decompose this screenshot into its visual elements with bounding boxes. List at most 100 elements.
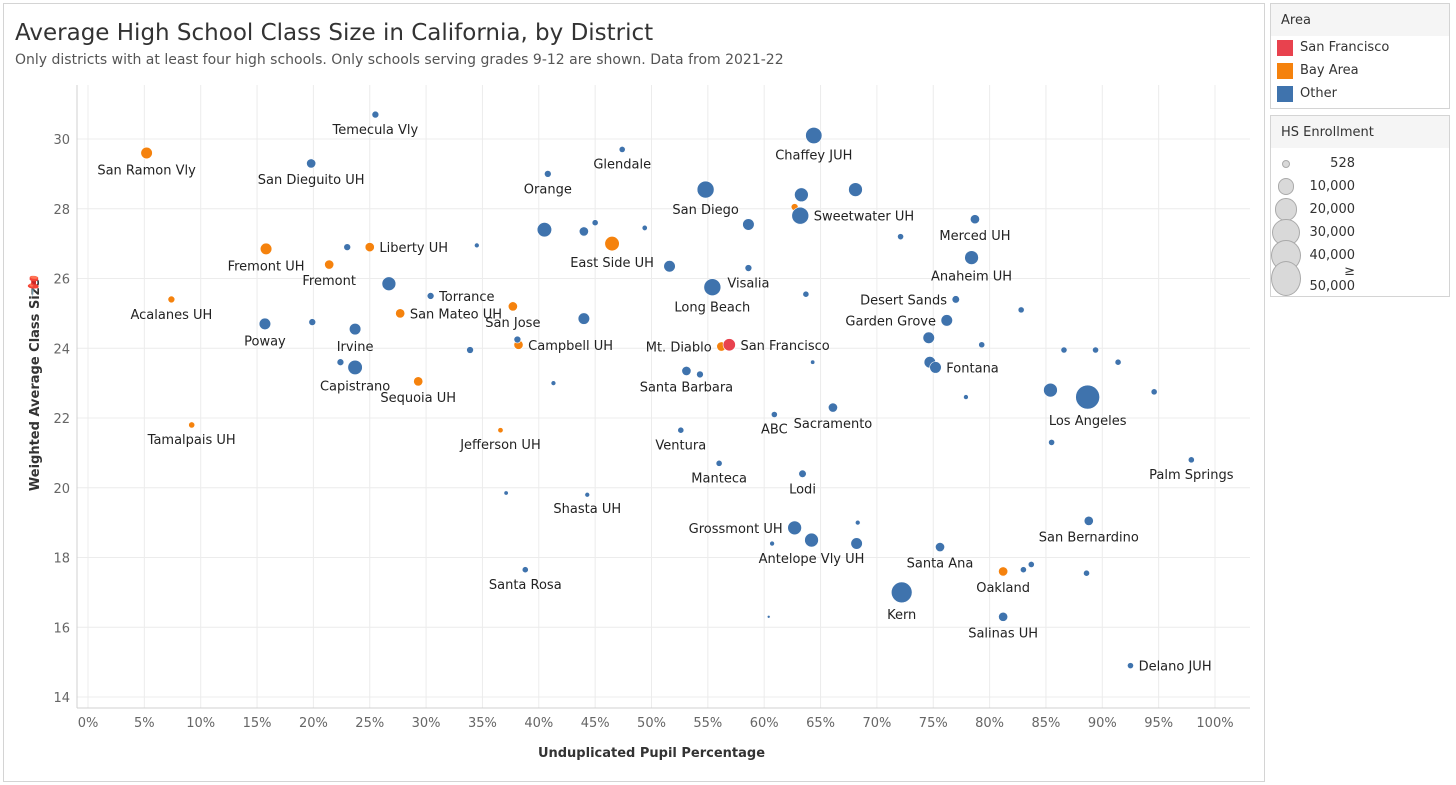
data-point[interactable] xyxy=(618,146,626,153)
x-tick-label: 85% xyxy=(1031,716,1060,731)
data-point[interactable] xyxy=(848,182,863,197)
data-point[interactable] xyxy=(550,380,557,386)
point-label: San Mateo UH xyxy=(410,307,502,322)
data-point[interactable] xyxy=(544,170,552,178)
data-point[interactable] xyxy=(791,206,810,225)
data-point[interactable] xyxy=(1092,346,1099,354)
data-point[interactable] xyxy=(715,459,723,467)
data-point[interactable] xyxy=(922,331,935,344)
data-point[interactable] xyxy=(805,127,823,145)
data-point[interactable] xyxy=(696,370,704,379)
data-point[interactable] xyxy=(503,490,509,496)
data-point[interactable] xyxy=(336,358,345,366)
data-point[interactable] xyxy=(1017,306,1025,314)
data-point[interactable] xyxy=(258,317,272,330)
data-point[interactable] xyxy=(1083,569,1090,577)
data-point[interactable] xyxy=(744,264,753,272)
data-point[interactable] xyxy=(998,611,1009,622)
data-point[interactable] xyxy=(681,365,692,376)
data-point[interactable] xyxy=(521,566,529,574)
data-point[interactable] xyxy=(891,581,913,604)
data-point[interactable] xyxy=(1043,382,1058,398)
data-point[interactable] xyxy=(854,519,861,526)
area-legend-item[interactable]: San Francisco xyxy=(1271,36,1449,59)
data-point[interactable] xyxy=(306,158,317,169)
data-point[interactable] xyxy=(426,292,435,300)
x-tick-label: 35% xyxy=(468,716,497,731)
data-point[interactable] xyxy=(466,346,474,354)
area-legend-item[interactable]: Other xyxy=(1271,82,1449,105)
data-point[interactable] xyxy=(802,290,810,298)
data-point[interactable] xyxy=(935,542,945,552)
data-point[interactable] xyxy=(929,361,942,374)
data-point[interactable] xyxy=(1187,456,1195,464)
data-point[interactable] xyxy=(641,224,648,231)
data-point[interactable] xyxy=(324,259,335,270)
point-label: San Dieguito UH xyxy=(258,173,365,188)
data-point[interactable] xyxy=(591,219,599,227)
data-point[interactable] xyxy=(371,110,380,119)
data-point[interactable] xyxy=(963,394,969,400)
data-point[interactable] xyxy=(381,276,397,291)
data-point[interactable] xyxy=(497,427,504,434)
data-point[interactable] xyxy=(188,421,196,429)
data-point[interactable] xyxy=(347,359,363,375)
point-label: Acalanes UH xyxy=(130,308,212,323)
area-legend-item[interactable]: Bay Area xyxy=(1271,59,1449,82)
data-point[interactable] xyxy=(584,491,591,498)
point-label: Fremont UH xyxy=(228,260,305,275)
data-point[interactable] xyxy=(364,242,375,253)
data-point[interactable] xyxy=(804,532,819,548)
data-point[interactable] xyxy=(1060,346,1068,354)
data-point[interactable] xyxy=(536,222,553,238)
data-point[interactable] xyxy=(964,250,979,265)
data-point[interactable] xyxy=(798,469,807,478)
data-point[interactable] xyxy=(395,308,406,319)
data-point[interactable] xyxy=(1048,439,1055,446)
data-point[interactable] xyxy=(810,359,816,365)
data-point[interactable] xyxy=(577,312,590,325)
data-point[interactable] xyxy=(413,376,424,387)
data-point[interactable] xyxy=(1083,515,1094,526)
y-tick-label: 16 xyxy=(53,621,70,636)
data-point[interactable] xyxy=(1150,388,1158,396)
data-point[interactable] xyxy=(766,614,771,619)
data-point[interactable] xyxy=(167,295,176,304)
color-swatch xyxy=(1277,39,1293,56)
data-point[interactable] xyxy=(951,295,960,304)
data-point[interactable] xyxy=(970,214,980,225)
legend-label: 528 xyxy=(1330,156,1355,171)
data-point[interactable] xyxy=(696,180,715,199)
data-point[interactable] xyxy=(897,233,904,241)
data-point[interactable] xyxy=(940,314,953,327)
data-point[interactable] xyxy=(998,566,1009,577)
data-point[interactable] xyxy=(578,226,589,237)
data-point[interactable] xyxy=(663,260,676,273)
data-point[interactable] xyxy=(343,243,351,251)
y-tick-label: 28 xyxy=(53,203,70,218)
data-point[interactable] xyxy=(742,218,755,231)
data-point[interactable] xyxy=(1075,384,1100,410)
data-point[interactable] xyxy=(677,426,685,434)
data-point[interactable] xyxy=(703,278,722,297)
data-point[interactable] xyxy=(722,338,736,352)
data-point[interactable] xyxy=(850,537,863,550)
data-point[interactable] xyxy=(259,242,273,255)
data-point[interactable] xyxy=(507,301,518,312)
data-point[interactable] xyxy=(978,341,986,349)
data-point[interactable] xyxy=(827,402,838,413)
data-point[interactable] xyxy=(140,146,153,160)
data-point[interactable] xyxy=(787,520,802,536)
data-point[interactable] xyxy=(513,335,522,344)
data-point[interactable] xyxy=(769,540,775,547)
data-point[interactable] xyxy=(604,236,620,252)
data-point[interactable] xyxy=(474,242,480,249)
data-point[interactable] xyxy=(308,318,317,326)
data-point[interactable] xyxy=(1127,662,1134,670)
data-point[interactable] xyxy=(794,187,809,203)
data-point[interactable] xyxy=(1114,358,1122,366)
data-point[interactable] xyxy=(770,411,778,418)
data-point[interactable] xyxy=(1027,561,1035,568)
data-point[interactable] xyxy=(349,322,362,336)
data-point[interactable] xyxy=(1020,566,1027,574)
